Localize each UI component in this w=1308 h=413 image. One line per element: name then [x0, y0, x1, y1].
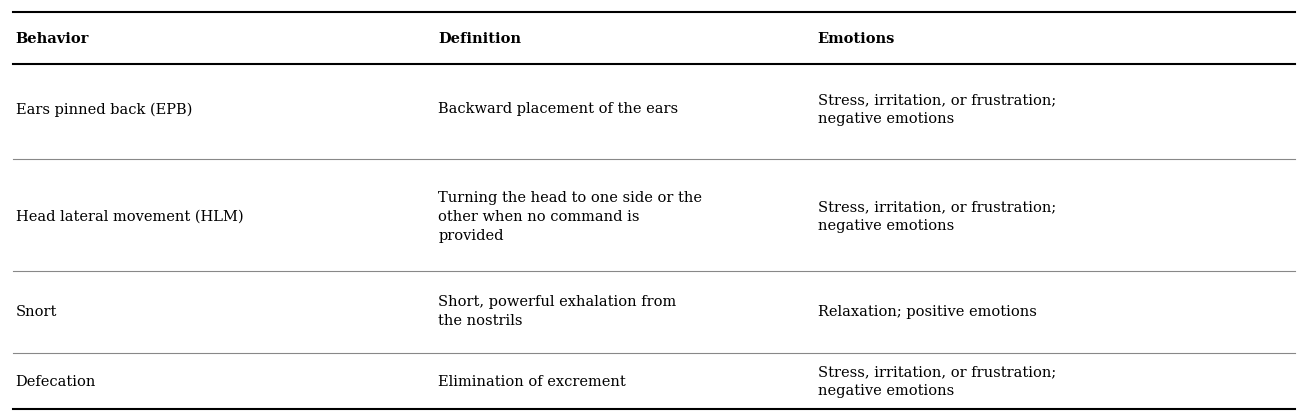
- Text: Stress, irritation, or frustration;
negative emotions: Stress, irritation, or frustration; nega…: [818, 93, 1056, 126]
- Text: Elimination of excrement: Elimination of excrement: [438, 375, 627, 389]
- Text: Definition: Definition: [438, 32, 521, 46]
- Text: Ears pinned back (EPB): Ears pinned back (EPB): [16, 102, 192, 116]
- Text: Head lateral movement (HLM): Head lateral movement (HLM): [16, 210, 243, 224]
- Text: Relaxation; positive emotions: Relaxation; positive emotions: [818, 305, 1036, 319]
- Text: Defecation: Defecation: [16, 375, 95, 389]
- Text: Emotions: Emotions: [818, 32, 895, 46]
- Text: Behavior: Behavior: [16, 32, 89, 46]
- Text: Stress, irritation, or frustration;
negative emotions: Stress, irritation, or frustration; nega…: [818, 366, 1056, 399]
- Text: Stress, irritation, or frustration;
negative emotions: Stress, irritation, or frustration; nega…: [818, 200, 1056, 233]
- Text: Snort: Snort: [16, 305, 58, 319]
- Text: Backward placement of the ears: Backward placement of the ears: [438, 102, 679, 116]
- Text: Short, powerful exhalation from
the nostrils: Short, powerful exhalation from the nost…: [438, 295, 676, 328]
- Text: Turning the head to one side or the
other when no command is
provided: Turning the head to one side or the othe…: [438, 191, 702, 243]
